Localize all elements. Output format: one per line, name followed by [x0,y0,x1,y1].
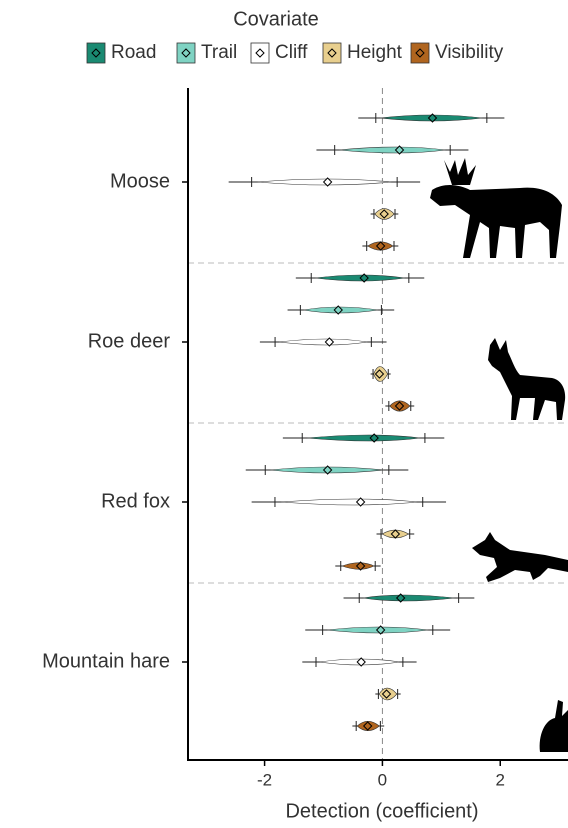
legend-key [323,43,341,63]
animal-silhouettes [430,158,568,752]
legend-label: Visibility [435,42,504,63]
legend-title: Covariate [233,8,319,30]
chart: Covariate Detection (coefficient) -2 0 2 Mo… [0,0,568,828]
deer-silhouette [488,338,565,420]
x-tick-label: -2 [257,770,272,789]
legend-key [411,43,429,63]
y-tick-label: Roe deer [88,330,171,352]
hare-silhouette [540,700,568,752]
legend-label: Trail [201,42,237,63]
density-shape [281,499,417,505]
density-shape [363,595,455,601]
density-shape [307,435,420,441]
legend-label: Height [347,42,403,63]
y-tick-label: Moose [110,170,170,192]
legend-label: Cliff [275,42,308,63]
density-shape [279,339,368,345]
y-tick-label: Red fox [101,490,170,512]
fox-silhouette [472,532,568,582]
legend-label: Road [111,42,156,63]
x-axis-label: Detection (coefficient) [285,800,478,822]
y-tick-label: Mountain hare [42,650,170,672]
legend-key [177,43,195,63]
legend-key [251,43,269,63]
density-shape [339,147,445,153]
x-tick-label: 0 [378,770,387,789]
x-tick-label: 2 [496,770,505,789]
moose-silhouette [430,158,562,258]
legend-key [87,43,105,63]
